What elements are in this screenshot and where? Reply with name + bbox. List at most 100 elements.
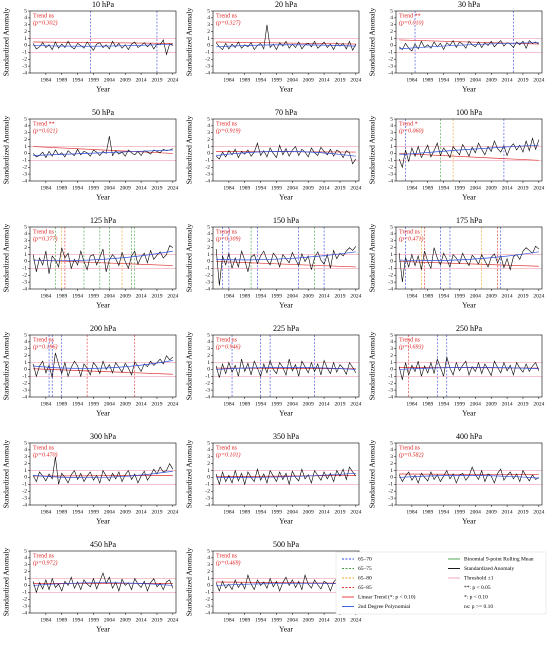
x-tick-label: 1994 — [72, 509, 83, 515]
y-axis-label: Standardized Anomaly — [2, 223, 11, 292]
p-value-label: (p=0.919) — [216, 127, 241, 134]
polynomial-curve — [216, 472, 356, 478]
p-value-label: (p=0.582) — [399, 451, 424, 458]
polynomial-curve — [33, 582, 173, 586]
x-tick-label: 1984 — [223, 293, 234, 299]
plot-frame — [212, 118, 360, 182]
legend-label: Binomial 9-point Rolling Mean — [464, 556, 534, 562]
y-tick-label: 2 — [207, 569, 210, 575]
x-tick-label: 2019 — [151, 509, 162, 515]
panel-title: 150 hPa — [273, 216, 299, 225]
p-value-label: (p=0.946) — [216, 343, 241, 350]
p-value-label: (p=0.060) — [399, 127, 424, 134]
y-tick-label: -3 — [388, 495, 393, 501]
y-tick-label: -1 — [205, 590, 210, 596]
x-tick-label: 2024 — [167, 509, 178, 515]
y-tick-label: 5 — [390, 332, 393, 338]
x-tick-label: 1999 — [88, 77, 99, 83]
y-tick-label: -3 — [205, 495, 210, 501]
y-axis-label: Standardized Anomaly — [368, 7, 377, 76]
trend-label: Trend ns — [33, 229, 55, 235]
x-tick-label: 2004 — [287, 509, 298, 515]
anomaly-line — [398, 40, 539, 52]
trend-line — [399, 153, 539, 161]
y-tick-label: 1 — [24, 252, 27, 258]
legend-frame — [335, 551, 547, 615]
y-tick-label: -1 — [22, 590, 27, 596]
x-tick-label: 2014 — [319, 77, 330, 83]
y-tick-label: -2 — [205, 164, 210, 170]
panel-title: 20 hPa — [275, 0, 297, 9]
legend-label: 65–85 — [358, 585, 372, 591]
y-axis-label: Standardized Anomaly — [368, 439, 377, 508]
y-tick-label: 0 — [207, 259, 210, 265]
x-tick-label: 2019 — [151, 293, 162, 299]
trend-label: Trend ns — [33, 445, 55, 451]
panel-title: 30 hPa — [458, 0, 480, 9]
x-axis-label: Year — [96, 193, 110, 202]
y-tick-label: -3 — [388, 63, 393, 69]
panel-title: 250 hPa — [456, 324, 482, 333]
x-axis-label: Year — [279, 85, 293, 94]
y-tick-label: 3 — [207, 22, 210, 28]
polynomial-curve — [33, 250, 173, 262]
y-tick-label: -1 — [205, 374, 210, 380]
x-tick-label: 2009 — [303, 293, 314, 299]
x-tick-label: 1989 — [239, 185, 250, 191]
x-tick-label: 2019 — [334, 401, 345, 407]
legend-label: 2nd Degree Polynomial — [358, 604, 411, 610]
x-tick-label: 1989 — [422, 77, 433, 83]
y-tick-label: 5 — [207, 548, 210, 554]
y-tick-label: -4 — [388, 394, 393, 400]
y-axis-label: Standardized Anomaly — [2, 331, 11, 400]
plot-frame — [395, 118, 543, 182]
y-tick-label: 4 — [207, 231, 210, 237]
panel: 10 hPa Standardized Anomaly Year 543210-1-2… — [2, 0, 179, 94]
y-tick-label: 0 — [390, 259, 393, 265]
x-tick-label: 2009 — [120, 509, 131, 515]
trend-label: Trend ns — [216, 229, 238, 235]
y-tick-label: -4 — [22, 394, 27, 400]
x-tick-label: 2019 — [151, 185, 162, 191]
y-tick-label: -3 — [22, 63, 27, 69]
x-tick-label: 1984 — [40, 185, 51, 191]
y-tick-label: 1 — [390, 468, 393, 474]
y-tick-label: 5 — [24, 224, 27, 230]
y-tick-label: 3 — [207, 238, 210, 244]
y-tick-label: 0 — [24, 475, 27, 481]
anomaly-line — [32, 39, 173, 56]
y-tick-label: 5 — [24, 332, 27, 338]
x-tick-label: 2024 — [167, 185, 178, 191]
x-tick-label: 2019 — [517, 509, 528, 515]
y-tick-label: 2 — [24, 137, 27, 143]
y-tick-label: 5 — [207, 8, 210, 14]
x-tick-label: 2004 — [470, 293, 481, 299]
plot-frame — [29, 10, 177, 74]
y-tick-label: 0 — [24, 151, 27, 157]
x-tick-label: 2024 — [350, 77, 361, 83]
y-tick-label: 4 — [390, 123, 393, 129]
x-tick-label: 1999 — [271, 293, 282, 299]
y-axis-label: Standardized Anomaly — [185, 7, 194, 76]
y-tick-label: 4 — [390, 15, 393, 21]
panel-title: 70 hPa — [275, 108, 297, 117]
x-tick-label: 2019 — [517, 185, 528, 191]
y-tick-label: -1 — [22, 266, 27, 272]
y-tick-label: 0 — [207, 475, 210, 481]
x-tick-label: 1994 — [438, 293, 449, 299]
x-tick-label: 2019 — [517, 77, 528, 83]
x-tick-label: 2014 — [502, 185, 513, 191]
x-tick-label: 2004 — [470, 401, 481, 407]
y-tick-label: 3 — [390, 22, 393, 28]
y-tick-label: 1 — [207, 36, 210, 42]
y-tick-label: 2 — [24, 461, 27, 467]
x-tick-label: 1984 — [223, 77, 234, 83]
p-value-label: (p=0.021) — [33, 127, 58, 134]
polynomial-curve — [399, 42, 539, 50]
x-tick-label: 1999 — [88, 185, 99, 191]
y-tick-label: -4 — [22, 70, 27, 76]
x-tick-label: 1999 — [271, 77, 282, 83]
polynomial-curve — [33, 43, 173, 47]
